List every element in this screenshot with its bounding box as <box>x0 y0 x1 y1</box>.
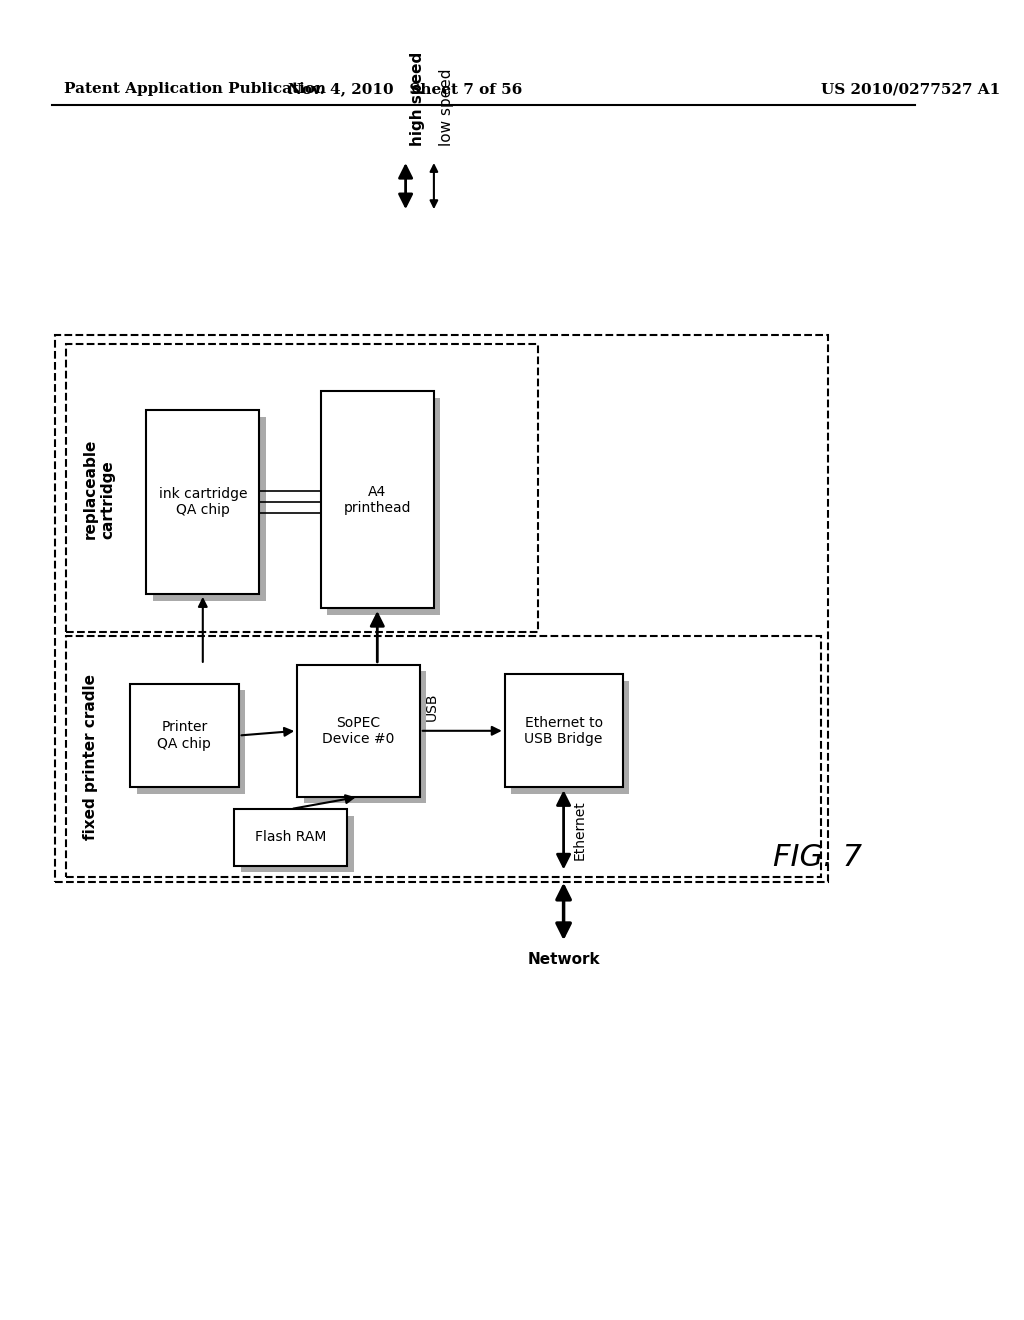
Text: SoPEC
Device #0: SoPEC Device #0 <box>323 715 394 746</box>
Text: replaceable
cartridge: replaceable cartridge <box>83 438 116 539</box>
FancyBboxPatch shape <box>241 816 353 873</box>
Text: USB: USB <box>425 693 438 721</box>
Text: low speed: low speed <box>438 69 454 147</box>
FancyBboxPatch shape <box>297 665 420 797</box>
FancyBboxPatch shape <box>137 690 245 795</box>
Text: A4
printhead: A4 printhead <box>343 484 411 515</box>
Bar <box>66 636 820 876</box>
Text: Nov. 4, 2010   Sheet 7 of 56: Nov. 4, 2010 Sheet 7 of 56 <box>289 82 522 96</box>
FancyBboxPatch shape <box>505 675 623 788</box>
FancyBboxPatch shape <box>233 809 347 866</box>
FancyBboxPatch shape <box>146 411 259 594</box>
FancyBboxPatch shape <box>328 397 440 615</box>
FancyBboxPatch shape <box>321 391 434 609</box>
Text: Flash RAM: Flash RAM <box>255 830 327 845</box>
FancyBboxPatch shape <box>304 672 426 804</box>
Text: US 2010/0277527 A1: US 2010/0277527 A1 <box>820 82 999 96</box>
Text: ink cartridge
QA chip: ink cartridge QA chip <box>159 487 247 517</box>
FancyBboxPatch shape <box>153 417 266 601</box>
Text: Patent Application Publication: Patent Application Publication <box>65 82 326 96</box>
Text: fixed printer cradle: fixed printer cradle <box>83 675 98 841</box>
Bar <box>66 345 538 632</box>
FancyBboxPatch shape <box>511 681 629 795</box>
Bar <box>54 335 828 882</box>
FancyBboxPatch shape <box>130 684 239 788</box>
Text: Network: Network <box>527 953 600 968</box>
Text: Printer
QA chip: Printer QA chip <box>158 721 211 751</box>
Text: Ethernet: Ethernet <box>573 800 587 859</box>
Text: Ethernet to
USB Bridge: Ethernet to USB Bridge <box>524 715 603 746</box>
Text: high speed: high speed <box>411 51 425 147</box>
Text: FIG. 7: FIG. 7 <box>773 843 862 873</box>
